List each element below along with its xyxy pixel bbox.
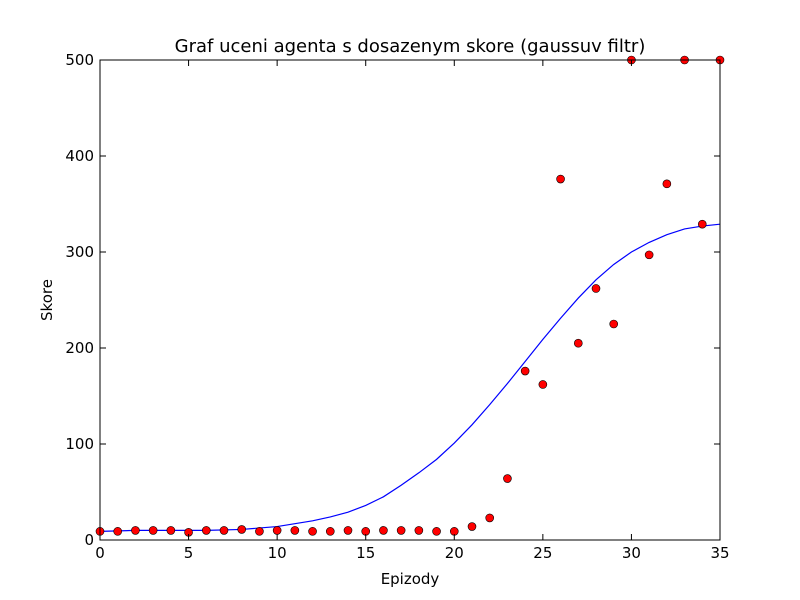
y-tick-label: 400 [65,147,94,165]
x-tick-label: 30 [622,544,641,562]
x-tick-label: 0 [95,544,105,562]
y-tick-label: 0 [84,531,94,549]
data-point [396,526,406,535]
data-point [290,526,300,535]
data-point [591,284,601,293]
x-axis-label: Epizody [381,570,440,588]
data-point [503,474,512,483]
data-point [343,526,353,535]
data-point [237,525,247,534]
data-point [166,526,176,535]
data-point [697,219,707,229]
chart-title: Graf uceni agenta s dosazenym skore (gau… [175,36,646,57]
data-point [131,526,140,535]
x-tick-label: 35 [710,544,729,562]
y-axis-label: Skore [38,279,56,321]
x-tick-label: 15 [356,544,375,562]
axis-ticks: 0 5 10 15 20 25 30 35 0 100 200 300 400 500 [65,51,729,562]
data-point [467,522,477,531]
y-tick-label: 500 [65,51,94,69]
data-point [573,338,583,348]
data-point [272,526,282,535]
y-tick-label: 300 [65,243,94,261]
data-point [609,319,619,329]
data-point [556,174,565,184]
x-tick-label: 25 [533,544,552,562]
y-tick-label: 100 [65,435,94,453]
x-tick-label: 5 [184,544,194,562]
data-point [662,179,672,189]
data-point [325,527,335,536]
data-point [485,513,495,523]
data-point [414,526,424,535]
plot-frame [99,59,721,541]
data-point [219,526,229,535]
data-point [538,380,548,389]
plot-content [95,55,725,537]
data-point [432,527,441,536]
data-point [255,527,264,536]
data-point [644,250,654,260]
data-point [308,527,317,536]
data-point [201,526,211,535]
y-tick-label: 200 [65,339,94,357]
x-tick-label: 20 [445,544,464,562]
data-point [520,366,530,376]
data-point [379,526,388,535]
x-tick-label: 10 [268,544,287,562]
data-point [148,526,158,535]
data-point [113,527,123,536]
